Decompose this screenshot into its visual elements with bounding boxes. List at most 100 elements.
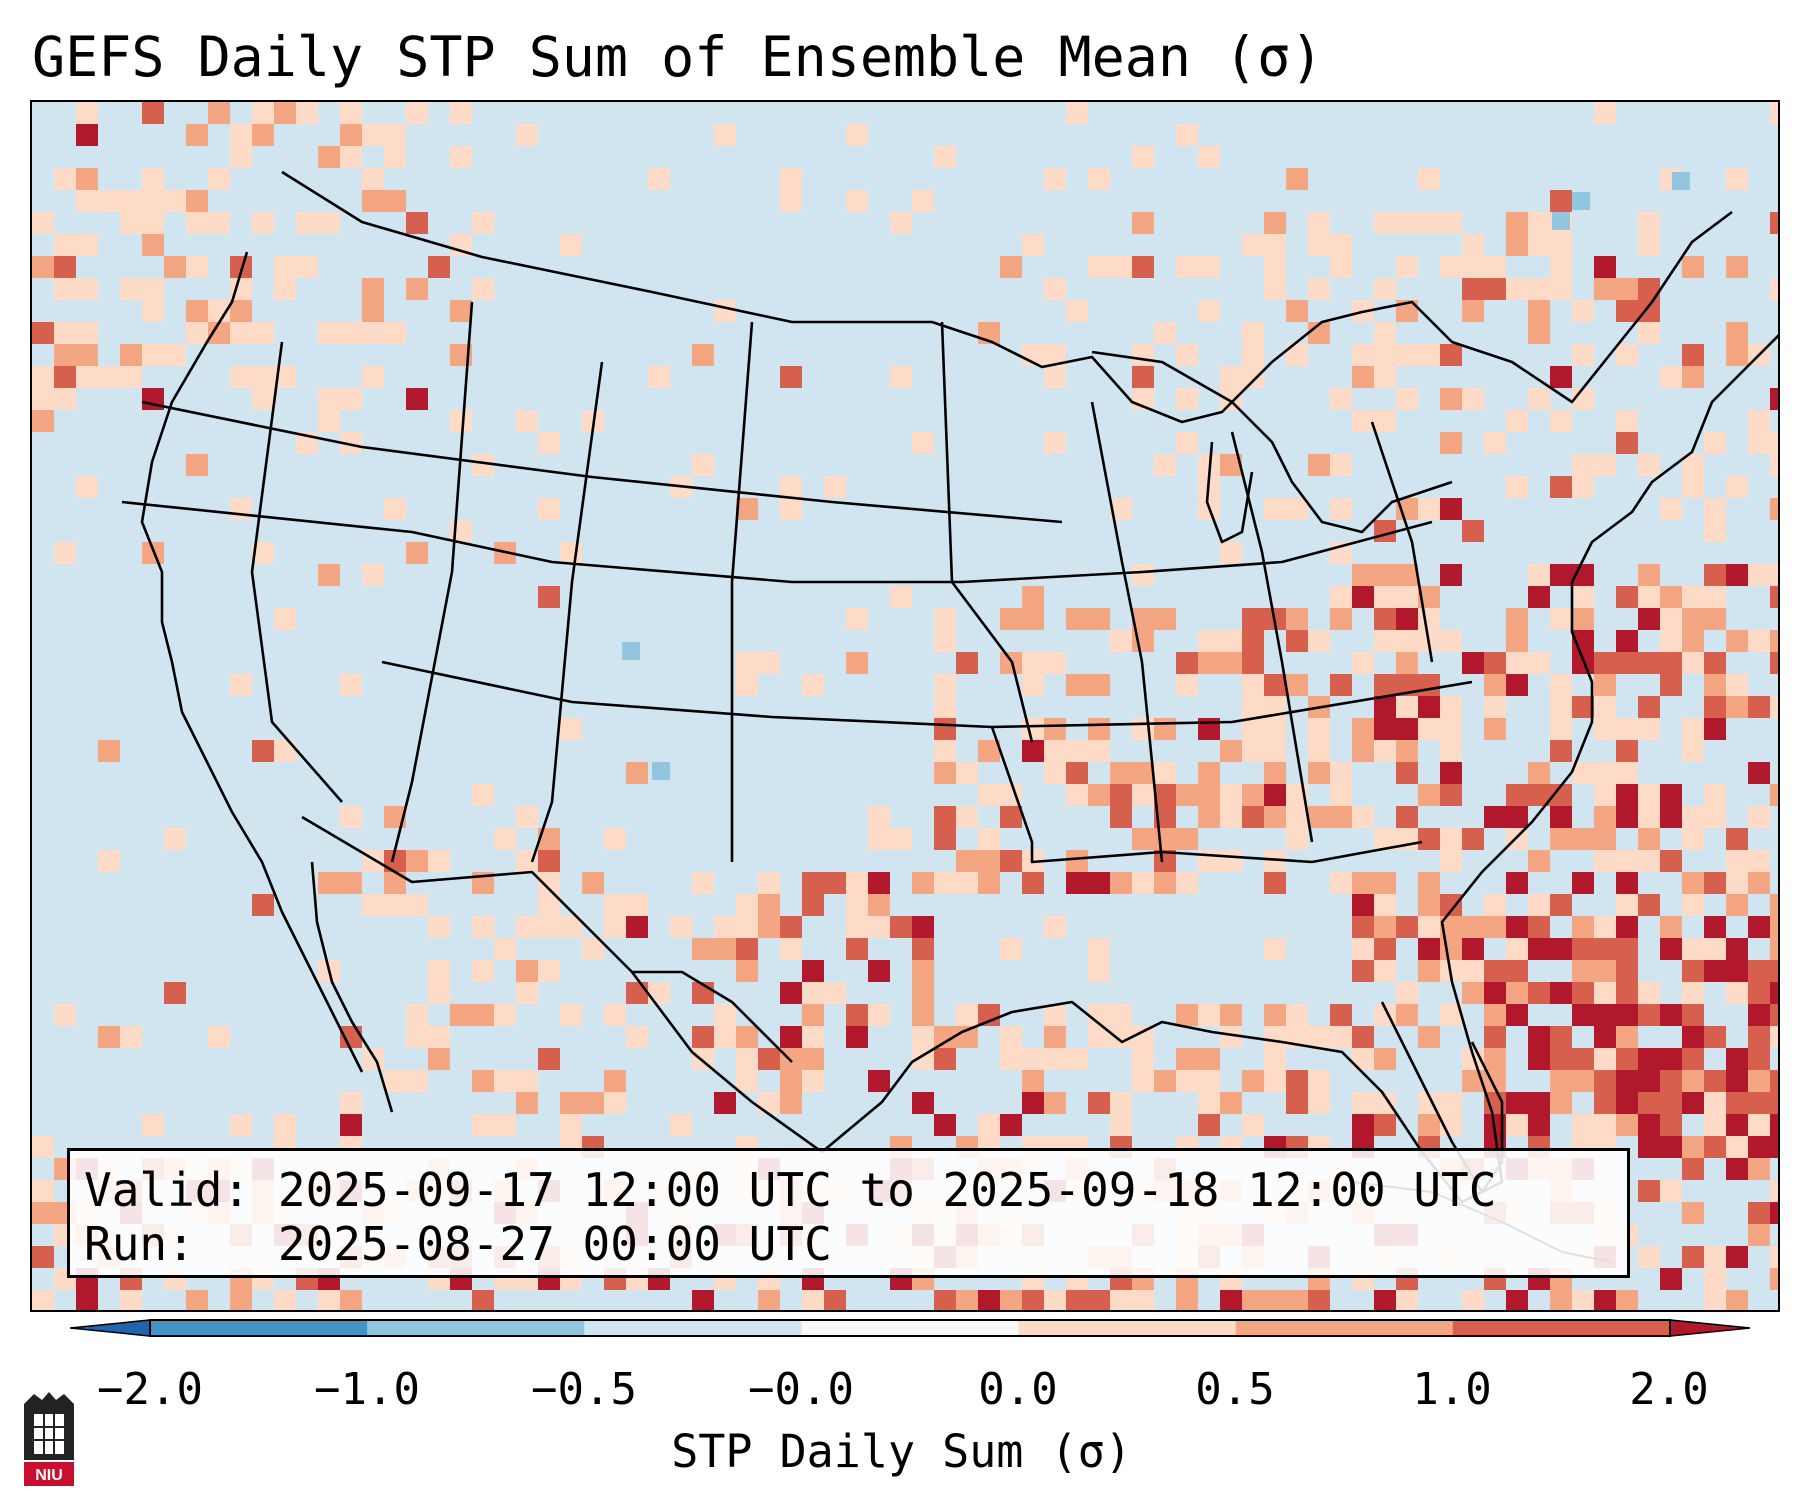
anomaly-cell xyxy=(1198,1070,1220,1092)
anomaly-cell xyxy=(1660,1180,1682,1202)
anomaly-cell xyxy=(560,234,582,256)
anomaly-cell xyxy=(472,1004,494,1026)
anomaly-cell xyxy=(516,410,538,432)
anomaly-cell xyxy=(1330,784,1352,806)
anomaly-cell xyxy=(1264,674,1286,696)
anomaly-cell xyxy=(1638,300,1660,322)
anomaly-cell xyxy=(1088,960,1110,982)
anomaly-cell xyxy=(230,498,252,520)
anomaly-cell xyxy=(318,388,340,410)
anomaly-cell xyxy=(340,146,362,168)
anomaly-cell xyxy=(934,608,956,630)
anomaly-cell xyxy=(1352,916,1374,938)
anomaly-cell xyxy=(1506,806,1528,828)
anomaly-cell xyxy=(274,366,296,388)
anomaly-cell xyxy=(1242,740,1264,762)
anomaly-cell xyxy=(1176,388,1198,410)
anomaly-cell xyxy=(1572,762,1594,784)
anomaly-cell xyxy=(1418,344,1440,366)
anomaly-cell xyxy=(1220,630,1242,652)
anomaly-cell xyxy=(1044,1048,1066,1070)
anomaly-cell xyxy=(1308,740,1330,762)
anomaly-cell xyxy=(1550,696,1572,718)
anomaly-cell xyxy=(1110,762,1132,784)
anomaly-cell xyxy=(1594,696,1616,718)
anomaly-cell xyxy=(1000,256,1022,278)
anomaly-cell xyxy=(142,344,164,366)
anomaly-cell xyxy=(1264,762,1286,784)
state-lines-vertical-5 xyxy=(940,321,1034,743)
anomaly-cell xyxy=(1088,938,1110,960)
anomaly-cell xyxy=(1748,1092,1770,1114)
atlantic-coastline xyxy=(1440,334,1778,983)
anomaly-cell xyxy=(1066,674,1088,696)
anomaly-cell xyxy=(802,1026,824,1048)
anomaly-cell xyxy=(274,1290,296,1310)
anomaly-cell xyxy=(340,674,362,696)
anomaly-cell xyxy=(1550,806,1572,828)
anomaly-cell xyxy=(1374,718,1396,740)
colorbar-bin-4 xyxy=(1018,1320,1237,1336)
anomaly-cell xyxy=(186,454,208,476)
anomaly-cell xyxy=(1616,1092,1638,1114)
anomaly-cell xyxy=(1506,278,1528,300)
anomaly-cell xyxy=(274,278,296,300)
anomaly-cell xyxy=(1440,344,1462,366)
anomaly-cell xyxy=(1462,256,1484,278)
anomaly-cell xyxy=(340,102,362,124)
anomaly-cell xyxy=(1682,938,1704,960)
anomaly-cell xyxy=(1308,762,1330,784)
anomaly-cell xyxy=(142,1114,164,1136)
anomaly-cell xyxy=(1352,938,1374,960)
anomaly-cell xyxy=(1484,1026,1506,1048)
anomaly-cell xyxy=(1572,300,1594,322)
anomaly-cell xyxy=(1198,1092,1220,1114)
anomaly-cell xyxy=(230,256,252,278)
anomaly-cell xyxy=(912,982,934,1004)
anomaly-cell xyxy=(1660,916,1682,938)
anomaly-cell xyxy=(1330,234,1352,256)
anomaly-cell xyxy=(230,1290,252,1310)
colorbar-outline xyxy=(149,1319,1671,1337)
anomaly-cell xyxy=(1286,498,1308,520)
anomaly-cell xyxy=(1330,256,1352,278)
anomaly-cell xyxy=(604,1092,626,1114)
anomaly-cell xyxy=(1088,1026,1110,1048)
anomaly-cell xyxy=(1220,454,1242,476)
anomaly-cell xyxy=(1638,234,1660,256)
anomaly-cell xyxy=(538,894,560,916)
anomaly-cell xyxy=(846,190,868,212)
anomaly-cell xyxy=(1352,366,1374,388)
anomaly-cell xyxy=(1132,608,1154,630)
anomaly-cell xyxy=(1616,586,1638,608)
anomaly-cell xyxy=(1682,256,1704,278)
anomaly-cell xyxy=(1374,564,1396,586)
anomaly-cell xyxy=(1572,1070,1594,1092)
anomaly-cell xyxy=(1044,1026,1066,1048)
anomaly-cell xyxy=(1704,1136,1726,1158)
anomaly-cell xyxy=(1704,608,1726,630)
anomaly-cell xyxy=(538,872,560,894)
anomaly-cell xyxy=(1704,1092,1726,1114)
anomaly-cell xyxy=(1726,1070,1748,1092)
anomaly-cell xyxy=(1550,982,1572,1004)
anomaly-cell xyxy=(1704,872,1726,894)
anomaly-cell xyxy=(76,344,98,366)
anomaly-cell xyxy=(1638,1246,1660,1268)
anomaly-cell xyxy=(912,960,934,982)
anomaly-cell xyxy=(1110,1026,1132,1048)
anomaly-cell xyxy=(1022,1048,1044,1070)
anomaly-cell xyxy=(120,344,142,366)
anomaly-cell xyxy=(274,740,296,762)
anomaly-cell xyxy=(1594,256,1616,278)
anomaly-cell xyxy=(780,366,802,388)
anomaly-cell xyxy=(1572,454,1594,476)
anomaly-cell xyxy=(1440,740,1462,762)
anomaly-cell xyxy=(1308,1026,1330,1048)
anomaly-cell xyxy=(934,674,956,696)
state-lines-vertical-6 xyxy=(1090,401,1164,863)
anomaly-cell xyxy=(208,1026,230,1048)
anomaly-cell xyxy=(538,498,560,520)
anomaly-cell xyxy=(1110,806,1132,828)
anomaly-cell xyxy=(362,564,384,586)
